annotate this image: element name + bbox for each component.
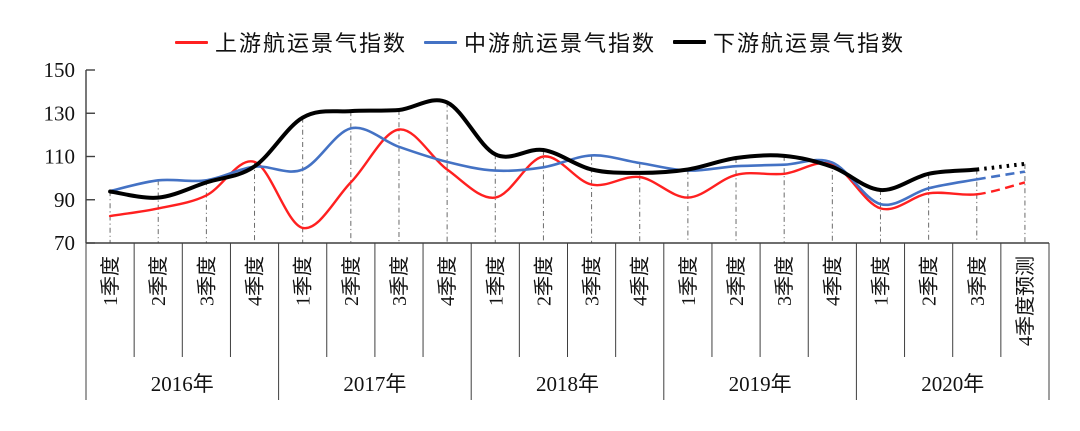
x-year-label: 2017年 xyxy=(343,372,406,396)
legend-item-downstream: 下游航运景气指数 xyxy=(673,26,905,58)
midstream-line-swatch-icon xyxy=(423,40,457,44)
x-quarter-label: 1季度 xyxy=(292,256,315,306)
upstream-line-swatch-icon xyxy=(174,40,208,44)
midstream-forecast-line xyxy=(976,170,1026,181)
x-quarter-label: 2季度 xyxy=(725,256,748,306)
x-quarter-label: 4季度 xyxy=(821,256,844,306)
x-quarter-label: 1季度 xyxy=(870,256,893,306)
downstream-line xyxy=(108,98,979,200)
x-quarter-label: 2季度 xyxy=(147,256,170,306)
x-quarter-label: 4季度 xyxy=(629,256,652,306)
x-quarter-label: 1季度 xyxy=(99,256,122,306)
x-quarter-label: 4季度预测 xyxy=(1014,256,1037,346)
y-axis-tick-label: 70 xyxy=(54,231,75,255)
legend-label-upstream: 上游航运景气指数 xyxy=(214,31,407,56)
x-quarter-label: 2季度 xyxy=(532,256,555,306)
x-quarter-label: 2季度 xyxy=(918,256,941,306)
y-axis-tick-label: 90 xyxy=(54,188,75,212)
y-axis-tick-label: 110 xyxy=(44,145,75,169)
x-year-label: 2018年 xyxy=(536,372,599,396)
x-quarter-label: 3季度 xyxy=(773,256,796,306)
x-year-label: 2020年 xyxy=(921,372,984,396)
downstream-line-swatch-icon xyxy=(673,39,706,45)
x-quarter-label: 1季度 xyxy=(484,256,507,306)
chart-legend: 上游航运景气指数 中游航运景气指数 下游航运景气指数 xyxy=(0,24,1080,60)
x-quarter-label: 3季度 xyxy=(966,256,989,306)
legend-item-upstream: 上游航运景气指数 xyxy=(174,26,407,58)
y-axis-tick-label: 130 xyxy=(44,101,76,125)
x-quarter-label: 3季度 xyxy=(388,256,411,306)
x-year-label: 2016年 xyxy=(151,372,214,396)
upstream-line xyxy=(108,128,978,230)
x-quarter-label: 1季度 xyxy=(677,256,700,306)
legend-label-downstream: 下游航运景气指数 xyxy=(713,31,906,56)
downstream-forecast-line xyxy=(976,161,1026,172)
upstream-forecast-line xyxy=(976,181,1026,196)
x-year-label: 2019年 xyxy=(729,372,792,396)
y-axis-tick-label: 150 xyxy=(44,58,76,82)
x-quarter-label: 2季度 xyxy=(340,256,363,306)
x-quarter-label: 3季度 xyxy=(195,256,218,306)
x-quarter-label: 3季度 xyxy=(581,256,604,306)
legend-item-midstream: 中游航运景气指数 xyxy=(423,26,656,58)
legend-label-midstream: 中游航运景气指数 xyxy=(463,31,656,56)
x-quarter-label: 4季度 xyxy=(244,256,267,306)
x-quarter-label: 4季度 xyxy=(436,256,459,306)
